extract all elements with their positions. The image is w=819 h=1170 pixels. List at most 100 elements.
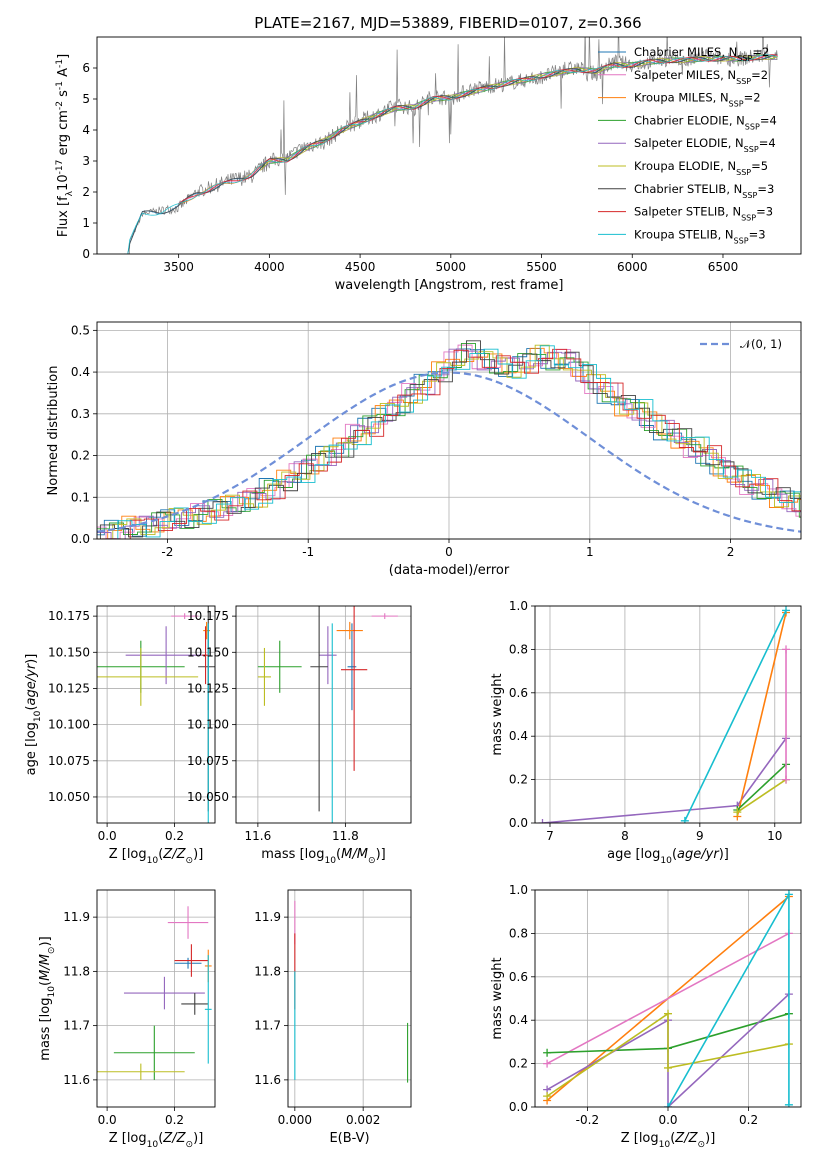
age-weight-xtick-label: 8 bbox=[621, 829, 629, 843]
mass-age-xtick-label: 11.6 bbox=[245, 829, 272, 843]
age-weight-marks bbox=[538, 606, 791, 823]
z-weight-xtick-label: 0.2 bbox=[739, 1113, 758, 1127]
errorbar-point bbox=[204, 955, 212, 1064]
z-age-ytick-label: 10.125 bbox=[48, 681, 90, 695]
ebv-mass-xtick-label: 0.002 bbox=[346, 1113, 380, 1127]
mass-age-ytick-label: 10.150 bbox=[187, 645, 229, 659]
z-age-ylabel: age [log10(age/yr)] bbox=[24, 654, 43, 776]
mass-age-ytick-label: 10.100 bbox=[187, 718, 229, 732]
mass-age-ytick-label: 10.125 bbox=[187, 681, 229, 695]
residuals-xtick-label: 2 bbox=[727, 545, 735, 559]
z-weight-ytick-label: 0.0 bbox=[509, 1100, 528, 1114]
legend-entry: Salpeter STELIB, NSSP=3 bbox=[634, 205, 773, 223]
age-weight-ytick-label: 0.8 bbox=[509, 642, 528, 656]
ebv-mass-xtick-label: 0.000 bbox=[278, 1113, 312, 1127]
z-age-ytick-label: 10.175 bbox=[48, 609, 90, 623]
spectrum-model-line bbox=[124, 54, 778, 254]
ebv-mass-marks bbox=[294, 900, 409, 1083]
spectrum-ylabel: Flux [fλ10-17 erg cm-2 s-1 A-1] bbox=[55, 54, 75, 237]
histogram-step bbox=[101, 348, 801, 539]
errorbar-point bbox=[181, 993, 209, 1015]
spectrum-model-line bbox=[178, 54, 778, 205]
age-weight-ytick-label: 0.6 bbox=[509, 686, 528, 700]
residuals-ytick-label: 0.0 bbox=[71, 532, 90, 546]
z-weight-panel: -0.2 0.0 0.2 0.0 0.2 0.4 0.6 0.8 1.0 Z [log10(Z/Z… bbox=[490, 883, 802, 1150]
histogram-step bbox=[97, 348, 801, 537]
spectrum-xtick-label: 4500 bbox=[345, 260, 376, 274]
errorbar-point bbox=[97, 1063, 185, 1080]
mass-age-ytick-label: 10.175 bbox=[187, 609, 229, 623]
spectrum-xtick-label: 5500 bbox=[526, 260, 557, 274]
spectrum-xtick-label: 6000 bbox=[617, 260, 648, 274]
weight-marker bbox=[543, 1092, 552, 1101]
weight-marker bbox=[664, 1063, 672, 1072]
spectrum-xtick-label: 5000 bbox=[436, 260, 467, 274]
residuals-panel: -2 -1 0 1 2 0.0 0.1 0.2 0.3 0.4 0.5 (data-model)/er… bbox=[46, 321, 802, 578]
mass-age-ytick-label: 10.050 bbox=[187, 790, 229, 804]
errorbar-point bbox=[97, 647, 199, 706]
weight-line bbox=[667, 891, 790, 1107]
weight-line bbox=[684, 609, 787, 822]
z-weight-xlabel: Z [log10(Z/Z⊙)] bbox=[621, 1131, 716, 1150]
residuals-ylabel: Normed distribution bbox=[46, 366, 61, 496]
ebv-mass-ytick-label: 11.9 bbox=[254, 910, 281, 924]
spectrum-ytick-label: 4 bbox=[82, 123, 90, 137]
spectrum-frame bbox=[96, 36, 802, 255]
normal-legend-label: 𝒩(0, 1) bbox=[740, 337, 782, 351]
normal-curve bbox=[97, 371, 801, 533]
spectrum-ytick-label: 6 bbox=[82, 61, 90, 75]
legend-entry: Salpeter ELODIE, NSSP=4 bbox=[634, 136, 776, 154]
mass-age-grid bbox=[236, 606, 411, 823]
spectrum-ytick-label: 2 bbox=[82, 185, 90, 199]
z-age-frame bbox=[96, 605, 216, 824]
z-weight-ytick-label: 0.4 bbox=[509, 1013, 528, 1027]
weight-line bbox=[546, 932, 790, 1065]
residuals-ytick-label: 0.5 bbox=[71, 323, 90, 337]
residuals-xtick-label: -1 bbox=[302, 545, 314, 559]
weight-marker bbox=[784, 1100, 793, 1107]
age-weight-ytick-label: 0.2 bbox=[509, 773, 528, 787]
mass-age-frame bbox=[235, 605, 412, 824]
spectrum-model-line bbox=[124, 54, 778, 254]
residuals-ytick-label: 0.2 bbox=[71, 449, 90, 463]
ebv-mass-frame bbox=[287, 889, 412, 1108]
z-weight-frame bbox=[534, 889, 802, 1108]
figure-title: PLATE=2167, MJD=53889, FIBERID=0107, z=0… bbox=[254, 14, 641, 32]
ebv-mass-panel: 0.000 0.002 11.6 11.7 11.8 11.9 E(B-V) bbox=[254, 889, 412, 1146]
residuals-frame bbox=[96, 321, 802, 540]
errorbar-point bbox=[336, 621, 363, 640]
mass-age-xtick-label: 11.8 bbox=[332, 829, 359, 843]
age-weight-ytick-label: 0.4 bbox=[509, 729, 528, 743]
legend-entry: Chabrier STELIB, NSSP=3 bbox=[634, 182, 774, 200]
errorbar-point bbox=[167, 906, 209, 939]
z-age-ytick-label: 10.100 bbox=[48, 718, 90, 732]
weight-marker bbox=[782, 606, 791, 615]
weight-marker bbox=[733, 808, 742, 817]
histogram-step bbox=[103, 345, 801, 539]
z-weight-marks bbox=[543, 890, 793, 1107]
z-age-xtick-label: 0.0 bbox=[98, 829, 117, 843]
z-weight-xtick-label: -0.2 bbox=[576, 1113, 599, 1127]
legend-entry: Kroupa STELIB, NSSP=3 bbox=[634, 227, 766, 245]
weight-line bbox=[546, 1012, 790, 1097]
legend-entry: Kroupa MILES, NSSP=2 bbox=[634, 91, 761, 109]
z-weight-ytick-label: 0.6 bbox=[509, 970, 528, 984]
age-weight-ytick-label: 0.0 bbox=[509, 816, 528, 830]
age-weight-xlabel: age [log10(age/yr)] bbox=[607, 847, 729, 866]
z-mass-ytick-label: 11.7 bbox=[63, 1019, 90, 1033]
legend-entry: Kroupa ELODIE, NSSP=5 bbox=[634, 159, 768, 177]
z-mass-ytick-label: 11.9 bbox=[63, 910, 90, 924]
weight-marker bbox=[680, 816, 689, 823]
residuals-ytick-label: 0.4 bbox=[71, 365, 90, 379]
age-weight-frame bbox=[534, 605, 802, 824]
residuals-xlabel: (data-model)/error bbox=[389, 563, 510, 578]
histogram-step bbox=[97, 344, 801, 539]
z-mass-xlabel: Z [log10(Z/Z⊙)] bbox=[109, 1131, 204, 1150]
ebv-mass-grid bbox=[288, 890, 411, 1107]
ebv-mass-ytick-label: 11.6 bbox=[254, 1073, 281, 1087]
errorbar-point bbox=[257, 647, 271, 706]
z-age-xlabel: Z [log10(Z/Z⊙)] bbox=[109, 847, 204, 866]
z-age-panel: 0.0 0.2 10.050 10.075 10.100 10.125 10.150 10.1… bbox=[24, 605, 216, 866]
errorbar-point bbox=[319, 626, 337, 685]
spectrum-model-line bbox=[124, 54, 778, 254]
